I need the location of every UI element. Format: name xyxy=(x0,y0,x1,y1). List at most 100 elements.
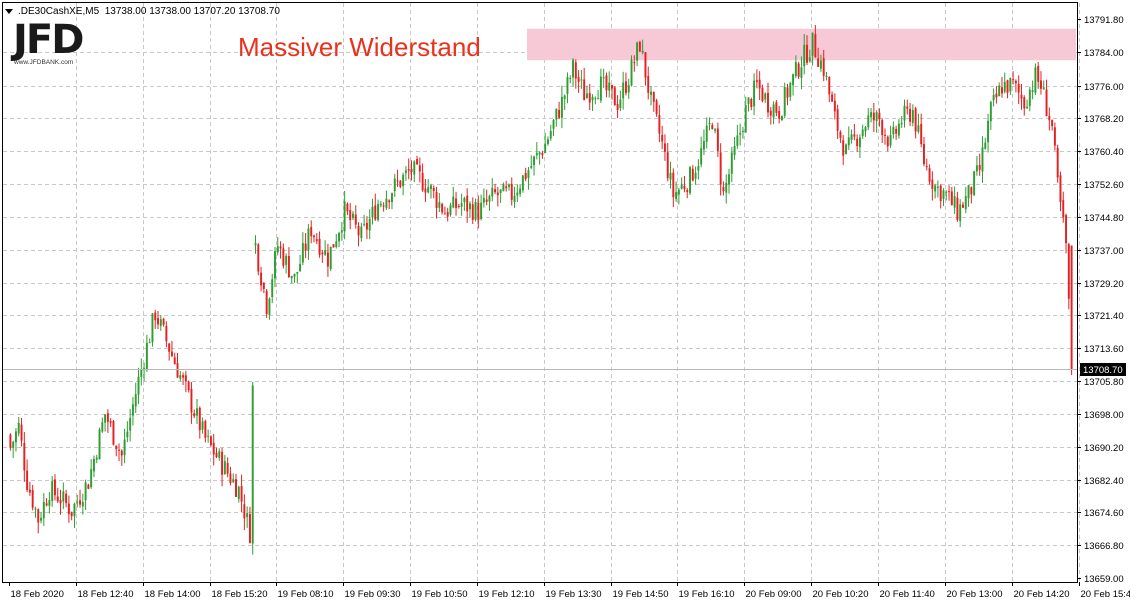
candle-body xyxy=(778,111,780,119)
candle-body xyxy=(1029,90,1031,106)
candle-body xyxy=(892,127,894,134)
candle-body xyxy=(444,214,446,215)
candle xyxy=(658,105,660,142)
candle xyxy=(349,203,351,229)
candle xyxy=(505,181,507,192)
candle xyxy=(196,399,198,424)
candle xyxy=(594,96,596,104)
candle xyxy=(798,62,800,79)
candle xyxy=(307,224,309,260)
candle-body xyxy=(296,272,298,274)
candle xyxy=(564,94,566,110)
candle xyxy=(502,182,504,191)
candle-body xyxy=(605,75,607,90)
candle-body xyxy=(433,188,435,191)
candle-body xyxy=(951,191,953,205)
candle xyxy=(853,124,855,140)
candle xyxy=(68,496,70,523)
candle xyxy=(522,175,524,193)
candle xyxy=(18,417,20,436)
candle xyxy=(327,244,329,277)
candle-body xyxy=(455,199,457,208)
candle xyxy=(377,200,379,222)
x-tick-label: 20 Feb 11:40 xyxy=(880,589,935,600)
candle-body xyxy=(683,186,685,189)
candle-body xyxy=(976,165,978,171)
candle-body xyxy=(324,250,326,255)
candle-body xyxy=(341,230,343,232)
candle-body xyxy=(736,135,738,145)
x-tick-label: 19 Feb 16:10 xyxy=(679,589,735,600)
candle-body xyxy=(419,165,421,171)
candle xyxy=(748,97,750,111)
candle xyxy=(572,58,574,86)
candle-body xyxy=(1001,87,1003,93)
candle-body xyxy=(851,134,853,140)
candle-body xyxy=(124,440,126,456)
candle-body xyxy=(1018,84,1020,93)
candle xyxy=(87,484,89,489)
candle xyxy=(71,512,73,521)
candle xyxy=(525,168,527,181)
chart-header[interactable]: .DE30CashXE,M5 13738.00 13738.00 13707.2… xyxy=(5,6,280,17)
candle-body xyxy=(346,204,348,211)
candle-body xyxy=(853,134,855,136)
candle xyxy=(870,108,872,122)
candle-body xyxy=(96,458,98,460)
candle-body xyxy=(575,62,577,78)
candle-body xyxy=(497,193,499,196)
candle xyxy=(725,174,727,203)
candle xyxy=(984,138,986,150)
candle-body xyxy=(402,175,404,186)
candle-body xyxy=(530,166,532,168)
candle xyxy=(547,136,549,145)
candle xyxy=(43,493,45,526)
triangle-down-icon[interactable] xyxy=(5,9,13,14)
candle xyxy=(956,192,958,222)
candle xyxy=(157,311,159,329)
candle-body xyxy=(408,169,410,171)
candle-body xyxy=(753,81,755,107)
candle-body xyxy=(380,204,382,206)
y-tick-label: 13721.40 xyxy=(1084,311,1124,322)
candle-body xyxy=(667,152,669,178)
candle xyxy=(129,409,131,442)
candle xyxy=(575,59,577,88)
y-tick-label: 13729.20 xyxy=(1084,279,1124,290)
candle-body xyxy=(1048,116,1050,120)
plot-frame xyxy=(3,3,1078,583)
candle-body xyxy=(126,432,128,438)
candle xyxy=(1059,172,1061,211)
candle-body xyxy=(313,236,315,238)
candle xyxy=(282,243,284,268)
candle-body xyxy=(639,42,641,51)
candle-body xyxy=(580,79,582,80)
candle xyxy=(583,68,585,101)
candle-body xyxy=(174,357,176,364)
y-tick-label: 13659.00 xyxy=(1084,574,1124,585)
current-price-marker: 13708.70 xyxy=(3,363,1126,376)
candle xyxy=(845,143,847,154)
candle-body xyxy=(90,469,92,487)
candle xyxy=(1057,145,1059,183)
y-tick-label: 13791.80 xyxy=(1084,15,1124,26)
candle-body xyxy=(216,453,218,457)
candle-body xyxy=(505,186,507,188)
candle-body xyxy=(814,34,816,57)
candle-body xyxy=(447,212,449,217)
candle xyxy=(260,267,262,292)
candle-body xyxy=(18,423,20,434)
candle xyxy=(126,421,128,442)
candle-body xyxy=(828,77,830,94)
candle xyxy=(179,371,181,381)
candle-body xyxy=(140,369,142,377)
candle-body xyxy=(430,185,432,189)
candle xyxy=(990,101,992,130)
candle xyxy=(294,274,296,283)
candle xyxy=(115,445,117,456)
candle-body xyxy=(391,193,393,202)
candle-body xyxy=(904,106,906,121)
candle-body xyxy=(617,104,619,110)
candle-body xyxy=(1020,95,1022,99)
candle xyxy=(461,194,463,216)
